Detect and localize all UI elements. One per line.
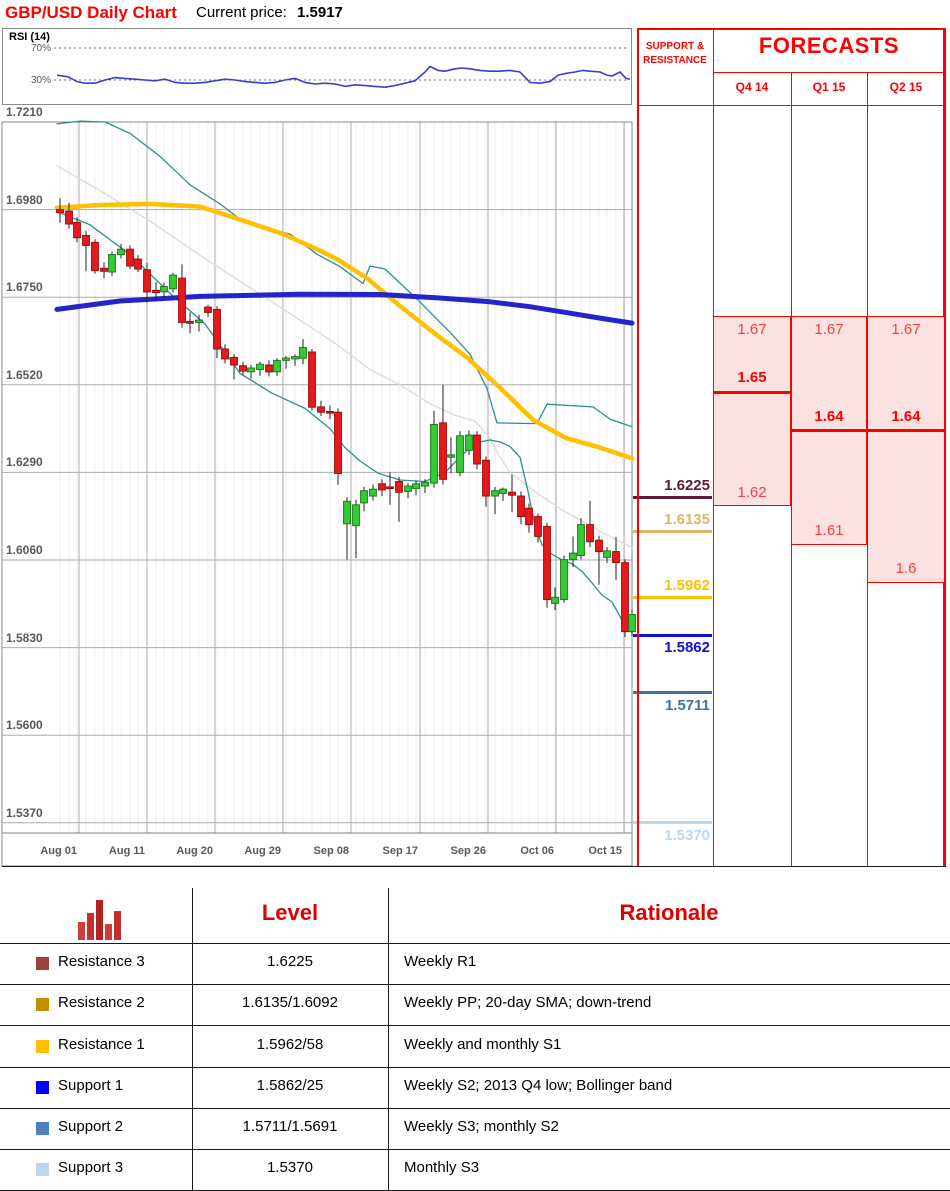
forecast-col-q1-15: Q1 15	[812, 80, 846, 94]
sr-level-label: 1.5962	[664, 577, 710, 594]
sr-level-line	[633, 691, 712, 694]
forecast-low-value: 1.61	[814, 522, 844, 539]
forecast-range-box	[867, 316, 945, 583]
sr-panel-header: SUPPORT & RESISTANCE	[637, 40, 713, 68]
forecast-point-value: 1.65	[737, 369, 767, 386]
y-axis-label: 1.6290	[6, 455, 43, 469]
y-axis-label: 1.6060	[6, 543, 43, 557]
x-axis-label: Aug 29	[244, 845, 281, 857]
y-axis-label: 1.6520	[6, 368, 43, 382]
y-axis-label: 1.5830	[6, 631, 43, 645]
rsi-line-chart	[54, 47, 631, 88]
sr-level-label: 1.5711	[664, 697, 710, 714]
swatch-support-2	[36, 1122, 49, 1135]
forecast-col-q2-15: Q2 15	[889, 80, 923, 94]
page-title: GBP/USD Daily Chart	[5, 3, 177, 22]
table-divider-2	[388, 888, 389, 1191]
forecast-range-box	[713, 316, 791, 506]
sr-level-line	[633, 530, 712, 533]
rsi-label: RSI (14)	[9, 31, 50, 43]
y-axis-label: 1.5370	[6, 806, 43, 820]
sr-level-label: 1.6225	[664, 477, 710, 494]
current-price-label: Current price:	[196, 4, 287, 21]
rsi-30-tick: 30%	[30, 75, 51, 86]
sr-level-line	[633, 634, 712, 637]
y-axis-label: 1.5600	[6, 718, 43, 732]
y-axis-label: 1.6750	[6, 280, 43, 294]
x-axis-label: Oct 06	[520, 845, 554, 857]
table-header-level: Level	[261, 900, 319, 925]
current-price-value: 1.5917	[297, 4, 343, 21]
swatch-resistance-2	[36, 998, 49, 1011]
sr-level-line	[633, 821, 712, 824]
y-axis-label: 1.6980	[6, 193, 43, 207]
forecast-point-value: 1.64	[814, 408, 844, 425]
chart-bottom-border	[2, 866, 946, 867]
table-header-rationale: Rationale	[619, 900, 719, 925]
swatch-support-3	[36, 1163, 49, 1176]
sr-level-label: 1.5370	[664, 827, 710, 844]
swatch-resistance-3	[36, 957, 49, 970]
levels-table: Level Rationale Resistance 3 1.6225 Week…	[0, 888, 950, 1191]
forecast-point-line	[713, 391, 791, 394]
forecast-col-q4-14: Q4 14	[735, 80, 769, 94]
table-divider-1	[192, 888, 193, 1191]
x-axis-label: Aug 20	[176, 845, 213, 857]
bar-chart-icon	[78, 900, 122, 940]
swatch-support-1	[36, 1081, 49, 1094]
header-row-divider	[637, 105, 943, 106]
sr-level-label: 1.6135	[664, 511, 710, 528]
x-axis-label: Aug 11	[108, 845, 145, 857]
x-axis-label: Sep 17	[382, 845, 418, 857]
sr-level-label: 1.5862	[664, 639, 710, 656]
x-axis-label: Sep 08	[313, 845, 349, 857]
swatch-resistance-1	[36, 1040, 49, 1053]
x-axis-label: Sep 26	[450, 845, 486, 857]
x-axis-label: Oct 15	[588, 845, 622, 857]
forecast-high-value: 1.67	[814, 321, 844, 338]
rsi-70-tick: 70%	[30, 43, 51, 54]
rsi-panel: RSI (14) 70% 30%	[2, 28, 632, 105]
forecast-frame-top	[637, 28, 946, 30]
forecast-high-value: 1.67	[891, 321, 921, 338]
forecast-header-divider	[713, 72, 943, 73]
x-axis-label: Aug 01	[40, 845, 77, 857]
forecast-point-value: 1.64	[891, 408, 921, 425]
y-axis-label: 1.7210	[6, 105, 43, 119]
forecast-low-value: 1.62	[737, 484, 767, 501]
sr-header-line2: RESISTANCE	[643, 55, 707, 66]
forecast-high-value: 1.67	[737, 321, 767, 338]
forecast-point-line	[867, 429, 945, 432]
sr-frame-left	[637, 28, 639, 866]
forecast-point-line	[791, 429, 867, 432]
sr-level-line	[633, 496, 712, 499]
sr-level-line	[633, 596, 712, 599]
sr-header-line1: SUPPORT &	[645, 41, 705, 52]
forecast-low-value: 1.6	[895, 560, 917, 577]
forecasts-title: FORECASTS	[758, 33, 900, 58]
